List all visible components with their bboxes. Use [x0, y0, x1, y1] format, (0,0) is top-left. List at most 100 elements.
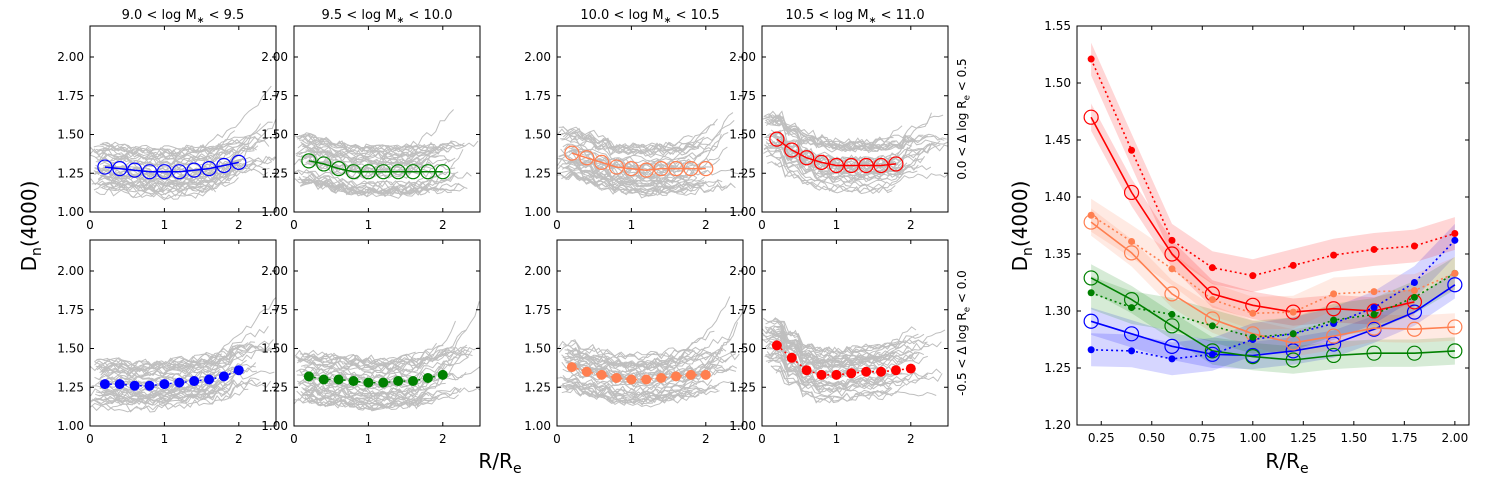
- series-point: [1087, 55, 1095, 63]
- y-tick-label: 1.50: [1044, 76, 1071, 90]
- series-line: [1090, 116, 1415, 313]
- uncertainty-band: [1091, 198, 1455, 330]
- individual-profile-line: [771, 351, 879, 387]
- panel-plot-area: [557, 296, 743, 408]
- median-point: [159, 379, 170, 390]
- column-title: 10.5 < log M∗ < 11.0: [785, 8, 924, 26]
- individual-profile-line: [303, 135, 465, 153]
- series-point: [1168, 355, 1176, 363]
- individual-profile-line: [765, 154, 948, 190]
- median-point: [231, 154, 247, 170]
- y-tick-label: 1.75: [729, 89, 756, 103]
- individual-profile-line: [93, 135, 273, 160]
- row-label: 0.0 < Δ log Re < 0.5: [955, 58, 973, 179]
- panel-plot-area: [294, 301, 480, 412]
- y-tick-label: 1.75: [57, 303, 84, 317]
- series-point: [1370, 245, 1378, 253]
- series-point: [1128, 237, 1136, 245]
- y-tick-label: 1.00: [524, 205, 551, 219]
- y-tick-label: 1.75: [729, 303, 756, 317]
- individual-profile-line: [775, 150, 919, 184]
- series-point: [1208, 322, 1216, 330]
- series-point: [1168, 236, 1176, 244]
- individual-profile-line: [766, 331, 915, 369]
- series-point: [1083, 270, 1099, 286]
- individual-profile-line: [565, 167, 704, 194]
- series-point: [1410, 286, 1418, 294]
- panel-frame: [293, 25, 481, 213]
- median-point: [112, 161, 128, 177]
- panel-r0-c2: 0 1 2 1.00 1.25 1.50 1.75 2.00: [524, 25, 744, 232]
- series-point: [1366, 303, 1382, 319]
- median-point: [127, 162, 143, 178]
- median-point: [816, 369, 827, 380]
- individual-profile-line: [775, 357, 892, 395]
- individual-profile-line: [765, 325, 896, 364]
- individual-profile-line: [300, 139, 467, 159]
- individual-profile-line: [95, 132, 262, 156]
- individual-profile-line: [297, 350, 473, 372]
- x-tick-label: 2: [907, 432, 915, 446]
- y-tick-label: 1.50: [57, 342, 84, 356]
- series-point: [1370, 288, 1378, 296]
- median-point: [698, 161, 714, 177]
- series-point: [1326, 301, 1342, 317]
- y-tick-label: 1.25: [57, 380, 84, 394]
- median-point: [683, 161, 699, 177]
- individual-profile-line: [90, 376, 230, 398]
- series-point: [1451, 269, 1459, 277]
- series-point: [1289, 261, 1297, 269]
- individual-profile-line: [303, 380, 425, 396]
- individual-profile-line: [298, 369, 425, 384]
- x-tick-label: 1: [161, 432, 169, 446]
- median-point: [114, 379, 125, 390]
- individual-profile-line: [766, 349, 929, 388]
- uncertainty-band: [1091, 208, 1455, 357]
- y-tick-label: 1.25: [729, 166, 756, 180]
- series-point: [1366, 320, 1382, 336]
- individual-profile-line: [557, 161, 698, 187]
- panel-r1-c2: 0 1 2 1.00 1.25 1.50 1.75 2.00: [524, 239, 744, 446]
- individual-profile-line: [570, 361, 692, 378]
- median-point: [641, 374, 652, 385]
- x-tick-label: 2: [907, 218, 915, 232]
- row-label: -0.5 < Δ log Re < 0.0: [955, 270, 973, 396]
- series-point: [1245, 349, 1261, 365]
- y-tick-label: 1.25: [729, 380, 756, 394]
- series-point: [1208, 350, 1216, 358]
- individual-profile-line: [770, 317, 946, 355]
- individual-profile-line: [770, 365, 888, 402]
- individual-profile-line: [769, 329, 896, 368]
- y-tick-label: 1.00: [729, 205, 756, 219]
- uncertainty-band: [1091, 103, 1415, 326]
- individual-profile-line: [96, 130, 236, 161]
- series-point: [1451, 236, 1459, 244]
- x-tick-label: 0: [553, 218, 561, 232]
- median-point: [594, 154, 610, 170]
- individual-profile-line: [763, 114, 903, 147]
- series-point: [1123, 184, 1140, 201]
- series-line: [1090, 277, 1455, 361]
- individual-profile-line: [98, 350, 242, 376]
- y-tick-label: 1.75: [261, 89, 288, 103]
- median-point: [316, 156, 332, 172]
- x-tick-label: 0: [86, 218, 94, 232]
- x-tick-label: 1.75: [1391, 431, 1418, 445]
- individual-profile-line: [773, 320, 917, 354]
- median-point: [626, 374, 637, 385]
- y-tick-label: 1.50: [57, 128, 84, 142]
- individual-profile-line: [299, 347, 470, 363]
- panel-r1-c0: 0 1 2 1.00 1.25 1.50 1.75 2.00: [57, 239, 277, 446]
- y-tick-label: 1.50: [261, 342, 288, 356]
- median-point: [801, 365, 812, 376]
- series-point: [1164, 246, 1180, 262]
- y-tick-label: 2.00: [57, 50, 84, 64]
- individual-profile-line: [100, 358, 231, 378]
- median-point: [189, 376, 200, 387]
- median-point: [301, 153, 317, 169]
- median-point: [564, 145, 580, 161]
- median-point: [216, 157, 232, 174]
- y-tick-label: 1.40: [1044, 190, 1071, 204]
- y-tick-label: 2.00: [729, 50, 756, 64]
- uncertainty-band: [1091, 264, 1455, 374]
